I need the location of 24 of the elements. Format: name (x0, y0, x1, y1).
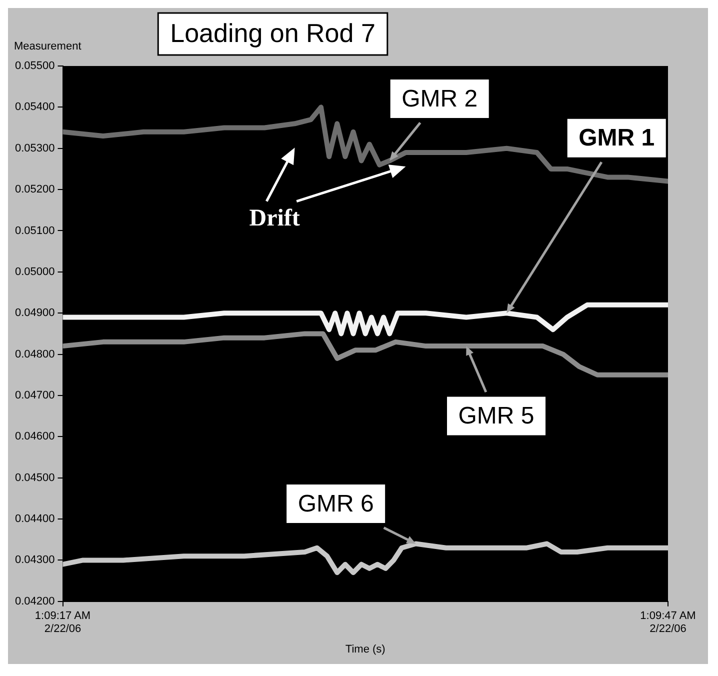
y-tick-label: 0.05000 (14, 266, 55, 278)
y-tick-label: 0.05200 (14, 184, 55, 196)
y-tick-label: 0.04300 (14, 554, 55, 566)
y-tick-label: 0.04200 (14, 595, 55, 608)
y-tick-label: 0.04400 (14, 513, 55, 526)
text: GMR 1 (578, 124, 655, 152)
y-tick-label: 0.04900 (14, 307, 55, 320)
y-tick-label: 0.04500 (14, 472, 55, 484)
y-tick-label: 0.05100 (14, 224, 55, 237)
y-tick-label: 0.05400 (14, 101, 55, 114)
y-tick-label: 0.05500 (14, 60, 55, 72)
y-tick-label: 0.05300 (14, 142, 55, 154)
y-tick-label: 0.04600 (14, 430, 55, 443)
annotation: Drift (249, 205, 300, 232)
y-axis-title: Measurement (14, 40, 82, 53)
series-label: GMR 6 (298, 490, 374, 518)
y-tick-label: 0.04700 (14, 390, 55, 402)
x-axis-title: Time (s) (345, 643, 386, 656)
x-tick-label: 1:09:17 AM 2/22/06 (34, 610, 91, 636)
y-tick-label: 0.04800 (14, 348, 55, 360)
chart-title: Loading on Rod 7 (170, 18, 376, 48)
series-label: GMR 2 (402, 85, 478, 112)
x-tick-label: 1:09:47 AM 2/22/06 (640, 610, 696, 636)
text: GMR 5 (458, 402, 534, 430)
